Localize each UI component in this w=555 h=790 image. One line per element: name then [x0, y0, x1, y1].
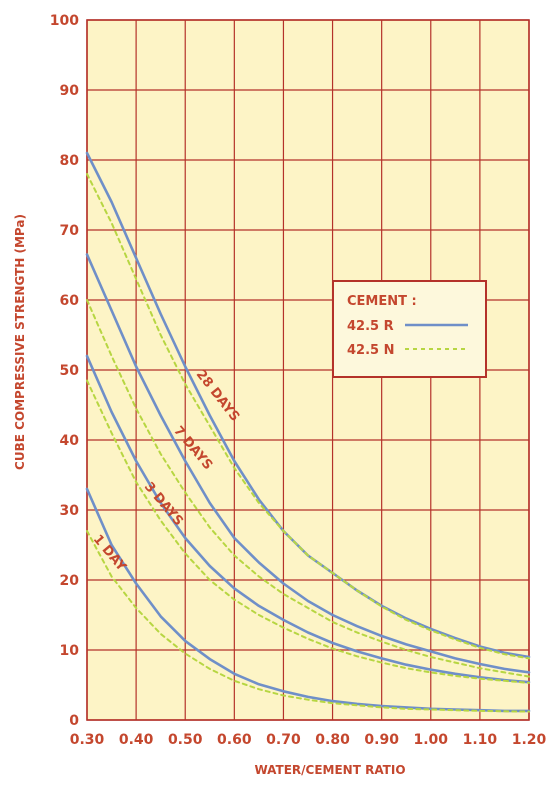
y-tick-label: 30: [60, 503, 80, 519]
x-tick-label: 0.40: [119, 732, 154, 748]
x-tick-label: 0.60: [217, 732, 252, 748]
series-line-42-5-n: [86, 173, 530, 660]
y-tick-label: 50: [60, 363, 80, 379]
series-line-42-5-r: [85, 487, 531, 713]
y-tick-label: 20: [60, 573, 80, 589]
y-tick-label: 40: [60, 433, 80, 449]
plot-border: [86, 19, 530, 721]
x-tick-label: 0.80: [315, 732, 350, 748]
legend-box: [332, 280, 487, 378]
legend-entry-label: 42.5 R: [347, 319, 394, 334]
series-line-42-5-n: [86, 530, 530, 713]
y-tick-label: 100: [50, 13, 79, 29]
y-tick-label: 10: [60, 643, 80, 659]
x-tick-label: 1.10: [463, 732, 498, 748]
series-line-42-5-n: [86, 299, 530, 678]
y-axis-label: CUBE COMPRESSIVE STRENGTH (MPa): [13, 214, 27, 470]
y-tick-label: 60: [60, 293, 80, 309]
y-tick-label: 90: [60, 83, 80, 99]
legend-entry-label: 42.5 N: [347, 343, 394, 358]
series-line-42-5-r: [85, 354, 531, 684]
x-tick-label: 1.20: [512, 732, 547, 748]
y-tick-label: 0: [69, 713, 79, 729]
y-tick-label: 80: [60, 153, 80, 169]
series-line-42-5-n: [86, 379, 530, 684]
curve-group: [85, 151, 531, 660]
x-tick-label: 0.70: [266, 732, 301, 748]
x-tick-label: 0.30: [70, 732, 105, 748]
x-tick-label: 0.90: [364, 732, 399, 748]
legend: CEMENT : 42.5 R 42.5 N: [332, 280, 487, 378]
legend-title: CEMENT :: [347, 294, 417, 309]
curve-group: [85, 354, 531, 684]
curve-group: [85, 253, 531, 678]
series-line-42-5-r: [85, 253, 531, 674]
curve-group: [85, 487, 531, 713]
x-tick-label: 0.50: [168, 732, 203, 748]
y-tick-label: 70: [60, 223, 80, 239]
x-axis-label: WATER/CEMENT RATIO: [254, 763, 405, 777]
x-tick-label: 1.00: [414, 732, 449, 748]
